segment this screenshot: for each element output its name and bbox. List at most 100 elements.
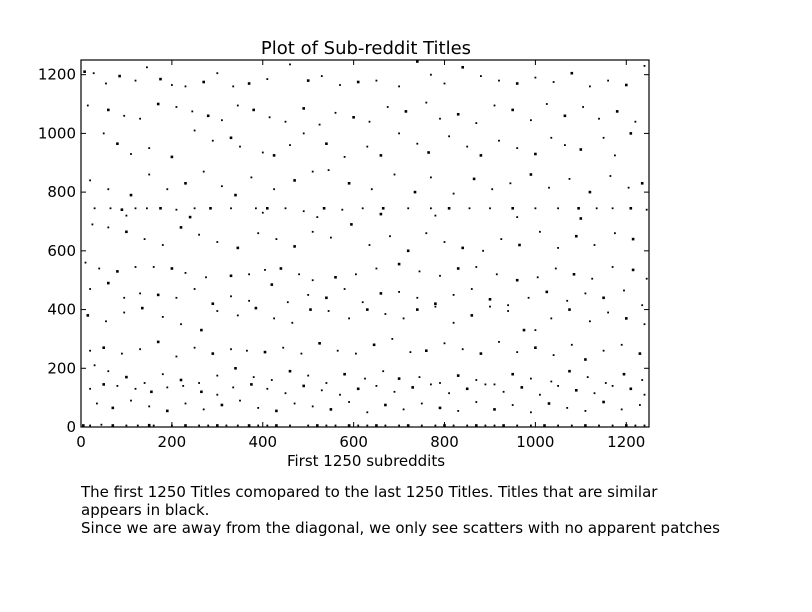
scatter-point: [148, 173, 151, 176]
scatter-point: [134, 387, 137, 390]
scatter-point: [341, 208, 344, 211]
scatter-point: [425, 349, 428, 352]
scatter-point: [247, 424, 251, 427]
scatter-point: [123, 114, 126, 117]
y-tick-label: 400: [47, 301, 76, 319]
scatter-point: [577, 207, 580, 210]
scatter-point: [491, 188, 494, 191]
scatter-point: [448, 392, 450, 395]
scatter-point: [161, 316, 164, 318]
scatter-point: [493, 104, 496, 107]
scatter-point: [614, 232, 616, 235]
scatter-point: [282, 346, 285, 349]
plot-area-frame: [80, 59, 650, 428]
scatter-point: [402, 317, 405, 320]
scatter-point: [200, 390, 203, 394]
scatter-point: [330, 236, 332, 239]
scatter-point: [518, 243, 521, 247]
scatter-point: [286, 301, 289, 304]
scatter-point: [384, 403, 387, 407]
scatter-point: [152, 266, 155, 268]
scatter-point: [198, 233, 200, 236]
scatter-point: [250, 383, 253, 386]
scatter-point: [83, 70, 86, 73]
scatter-point: [84, 261, 87, 264]
scatter-point: [545, 290, 549, 294]
scatter-point: [502, 390, 505, 393]
scatter-point: [216, 374, 219, 377]
scatter-point: [448, 135, 450, 138]
scatter-point: [175, 208, 178, 211]
scatter-point: [534, 76, 537, 79]
scatter-point: [92, 72, 95, 75]
scatter-point: [288, 369, 292, 373]
scatter-point: [248, 299, 250, 302]
scatter-point: [550, 317, 553, 320]
scatter-point: [564, 144, 566, 146]
scatter-point: [125, 214, 128, 217]
scatter-point: [306, 79, 310, 82]
scatter-point: [493, 383, 496, 386]
scatter-point: [266, 424, 269, 427]
scatter-point: [475, 122, 478, 124]
scatter-point: [420, 424, 423, 427]
scatter-point: [130, 399, 132, 402]
scatter-point: [534, 329, 537, 331]
scatter-point: [334, 276, 337, 279]
scatter-point: [493, 424, 496, 427]
scatter-point: [266, 78, 269, 80]
scatter-point: [572, 273, 576, 276]
scatter-point: [366, 145, 369, 148]
scatter-point: [216, 424, 219, 427]
scatter-point: [102, 383, 105, 386]
scatter-point: [595, 207, 598, 210]
scatter-point: [625, 317, 628, 320]
scatter-point: [620, 343, 623, 346]
scatter-point: [289, 424, 291, 427]
scatter-point: [611, 266, 614, 268]
scatter-point: [143, 382, 146, 384]
scatter-point: [629, 132, 633, 135]
caption-line-2: appears in black.: [81, 501, 210, 519]
scatter-point: [598, 117, 600, 120]
scatter-point: [456, 374, 460, 377]
scatter-point: [89, 179, 91, 182]
scatter-point: [180, 323, 182, 326]
scatter-point: [404, 110, 408, 113]
x-tick-label: 400: [248, 433, 277, 451]
scatter-point: [105, 82, 107, 85]
scatter-point: [275, 409, 278, 413]
scatter-point: [232, 386, 235, 389]
scatter-point: [156, 340, 160, 344]
scatter-point: [393, 173, 396, 176]
scatter-point: [352, 116, 355, 119]
scatter-point: [602, 349, 605, 352]
scatter-point: [273, 188, 275, 191]
scatter-point: [607, 311, 609, 314]
scatter-point: [221, 119, 223, 122]
scatter-point: [184, 182, 187, 185]
scatter-point: [470, 288, 473, 290]
scatter-point: [461, 246, 464, 250]
scatter-point: [184, 402, 187, 405]
scatter-point: [593, 244, 596, 246]
scatter-point: [343, 156, 346, 158]
ticks-layer: 0 200 400 600 800 1000 1200 0 200 400 600 800 1000 12…: [38, 60, 649, 451]
scatter-point: [439, 117, 441, 120]
y-tick-label: 200: [47, 359, 76, 377]
scatter-point: [430, 73, 432, 76]
scatter-point: [123, 311, 126, 314]
scatter-point: [193, 288, 196, 290]
scatter-point: [230, 295, 232, 298]
y-tick-label: 800: [47, 183, 76, 201]
scatter-point: [539, 393, 541, 396]
scatter-point: [250, 176, 253, 179]
scatter-point: [552, 81, 555, 83]
scatter-point: [248, 273, 250, 276]
scatter-point: [272, 154, 276, 157]
scatter-point: [107, 188, 110, 191]
scatter-point: [484, 383, 487, 386]
scatter-point: [356, 387, 360, 391]
scatter-point: [102, 132, 105, 135]
scatter-point: [611, 207, 614, 210]
